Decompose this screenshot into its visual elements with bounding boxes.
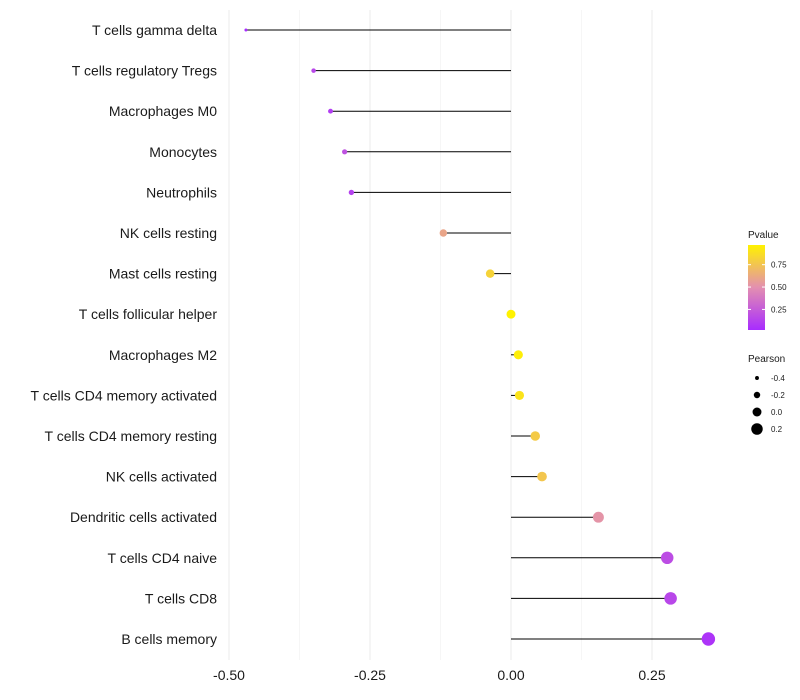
x-tick-label: -0.50 bbox=[213, 667, 245, 683]
y-tick-label: Monocytes bbox=[149, 144, 217, 160]
point-5 bbox=[439, 229, 448, 237]
point-8 bbox=[513, 350, 523, 360]
colorbar-tick-label: 0.50 bbox=[771, 283, 787, 292]
point-2 bbox=[328, 108, 333, 114]
grid-lines bbox=[228, 10, 653, 660]
y-tick-label: NK cells resting bbox=[120, 225, 217, 241]
x-tick-label: 0.25 bbox=[638, 667, 665, 683]
y-tick-label: B cells memory bbox=[121, 631, 217, 647]
size-legend-dot bbox=[752, 407, 762, 417]
y-tick-label: T cells CD4 memory activated bbox=[31, 387, 217, 403]
size-legend-label: -0.4 bbox=[771, 374, 785, 383]
y-tick-label: T cells gamma delta bbox=[92, 22, 217, 38]
pvalue-legend-title: Pvalue bbox=[748, 230, 779, 241]
y-tick-label: T cells CD4 naive bbox=[108, 550, 218, 566]
colorbar-tick-label: 0.25 bbox=[771, 305, 787, 314]
colorbar-tick-label: 0.75 bbox=[771, 261, 787, 270]
y-tick-label: T cells CD4 memory resting bbox=[45, 428, 217, 444]
point-14 bbox=[664, 592, 677, 605]
y-tick-label: Macrophages M2 bbox=[109, 347, 217, 363]
point-12 bbox=[592, 511, 604, 523]
point-10 bbox=[530, 431, 541, 441]
y-tick-label: T cells follicular helper bbox=[79, 306, 218, 322]
point-7 bbox=[506, 309, 516, 319]
point-11 bbox=[537, 471, 547, 482]
point-3 bbox=[342, 149, 348, 155]
point-1 bbox=[311, 68, 316, 73]
size-legend-dot bbox=[753, 391, 761, 399]
pearson-legend-title: Pearson bbox=[748, 354, 785, 365]
point-13 bbox=[660, 551, 674, 565]
point-15 bbox=[701, 632, 716, 646]
y-tick-label: Dendritic cells activated bbox=[70, 509, 217, 525]
pvalue-colorbar bbox=[748, 245, 765, 330]
size-legend-label: -0.2 bbox=[771, 391, 785, 400]
point-9 bbox=[514, 390, 525, 400]
size-legend-dot bbox=[755, 376, 759, 380]
y-tick-label: Neutrophils bbox=[146, 184, 217, 200]
x-tick-label: 0.00 bbox=[497, 667, 524, 683]
x-tick-label: -0.25 bbox=[354, 667, 386, 683]
lollipop-stems bbox=[245, 29, 709, 640]
y-axis-labels: T cells gamma delta T cells regulatory Tr… bbox=[31, 22, 218, 647]
x-axis-labels: -0.50 -0.25 0.00 0.25 bbox=[213, 667, 666, 683]
y-tick-label: T cells CD8 bbox=[145, 590, 217, 606]
point-4 bbox=[348, 189, 355, 196]
pearson-legend: Pearson -0.4 -0.2 0.0 0.2 bbox=[748, 354, 785, 435]
point-6 bbox=[485, 269, 495, 278]
size-legend-dot bbox=[751, 423, 763, 435]
size-legend-label: 0.2 bbox=[771, 425, 783, 434]
size-legend-label: 0.0 bbox=[771, 408, 783, 417]
y-tick-label: NK cells activated bbox=[106, 469, 217, 485]
point-0 bbox=[244, 28, 248, 32]
y-tick-label: T cells regulatory Tregs bbox=[72, 63, 217, 79]
y-tick-label: Mast cells resting bbox=[109, 266, 217, 282]
lollipop-points bbox=[244, 28, 716, 646]
y-tick-label: Macrophages M0 bbox=[109, 103, 217, 119]
pvalue-legend: Pvalue 0.25 0.50 0.75 bbox=[748, 230, 787, 330]
